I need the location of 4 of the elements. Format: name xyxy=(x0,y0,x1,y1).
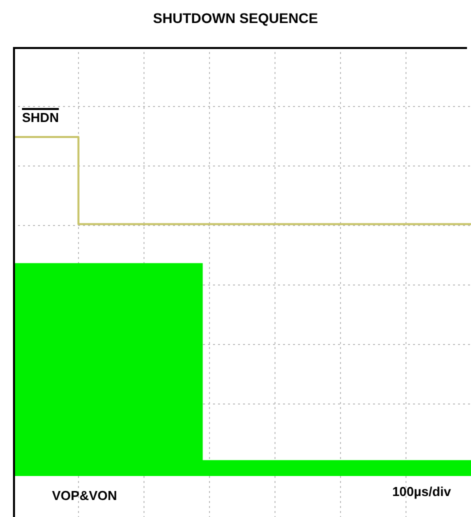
chart-title: SHUTDOWN SEQUENCE xyxy=(152,10,319,26)
series-label: SHDN xyxy=(22,109,59,125)
text: 100µs/div xyxy=(392,484,451,499)
series-label: VOP&VON xyxy=(52,487,118,503)
